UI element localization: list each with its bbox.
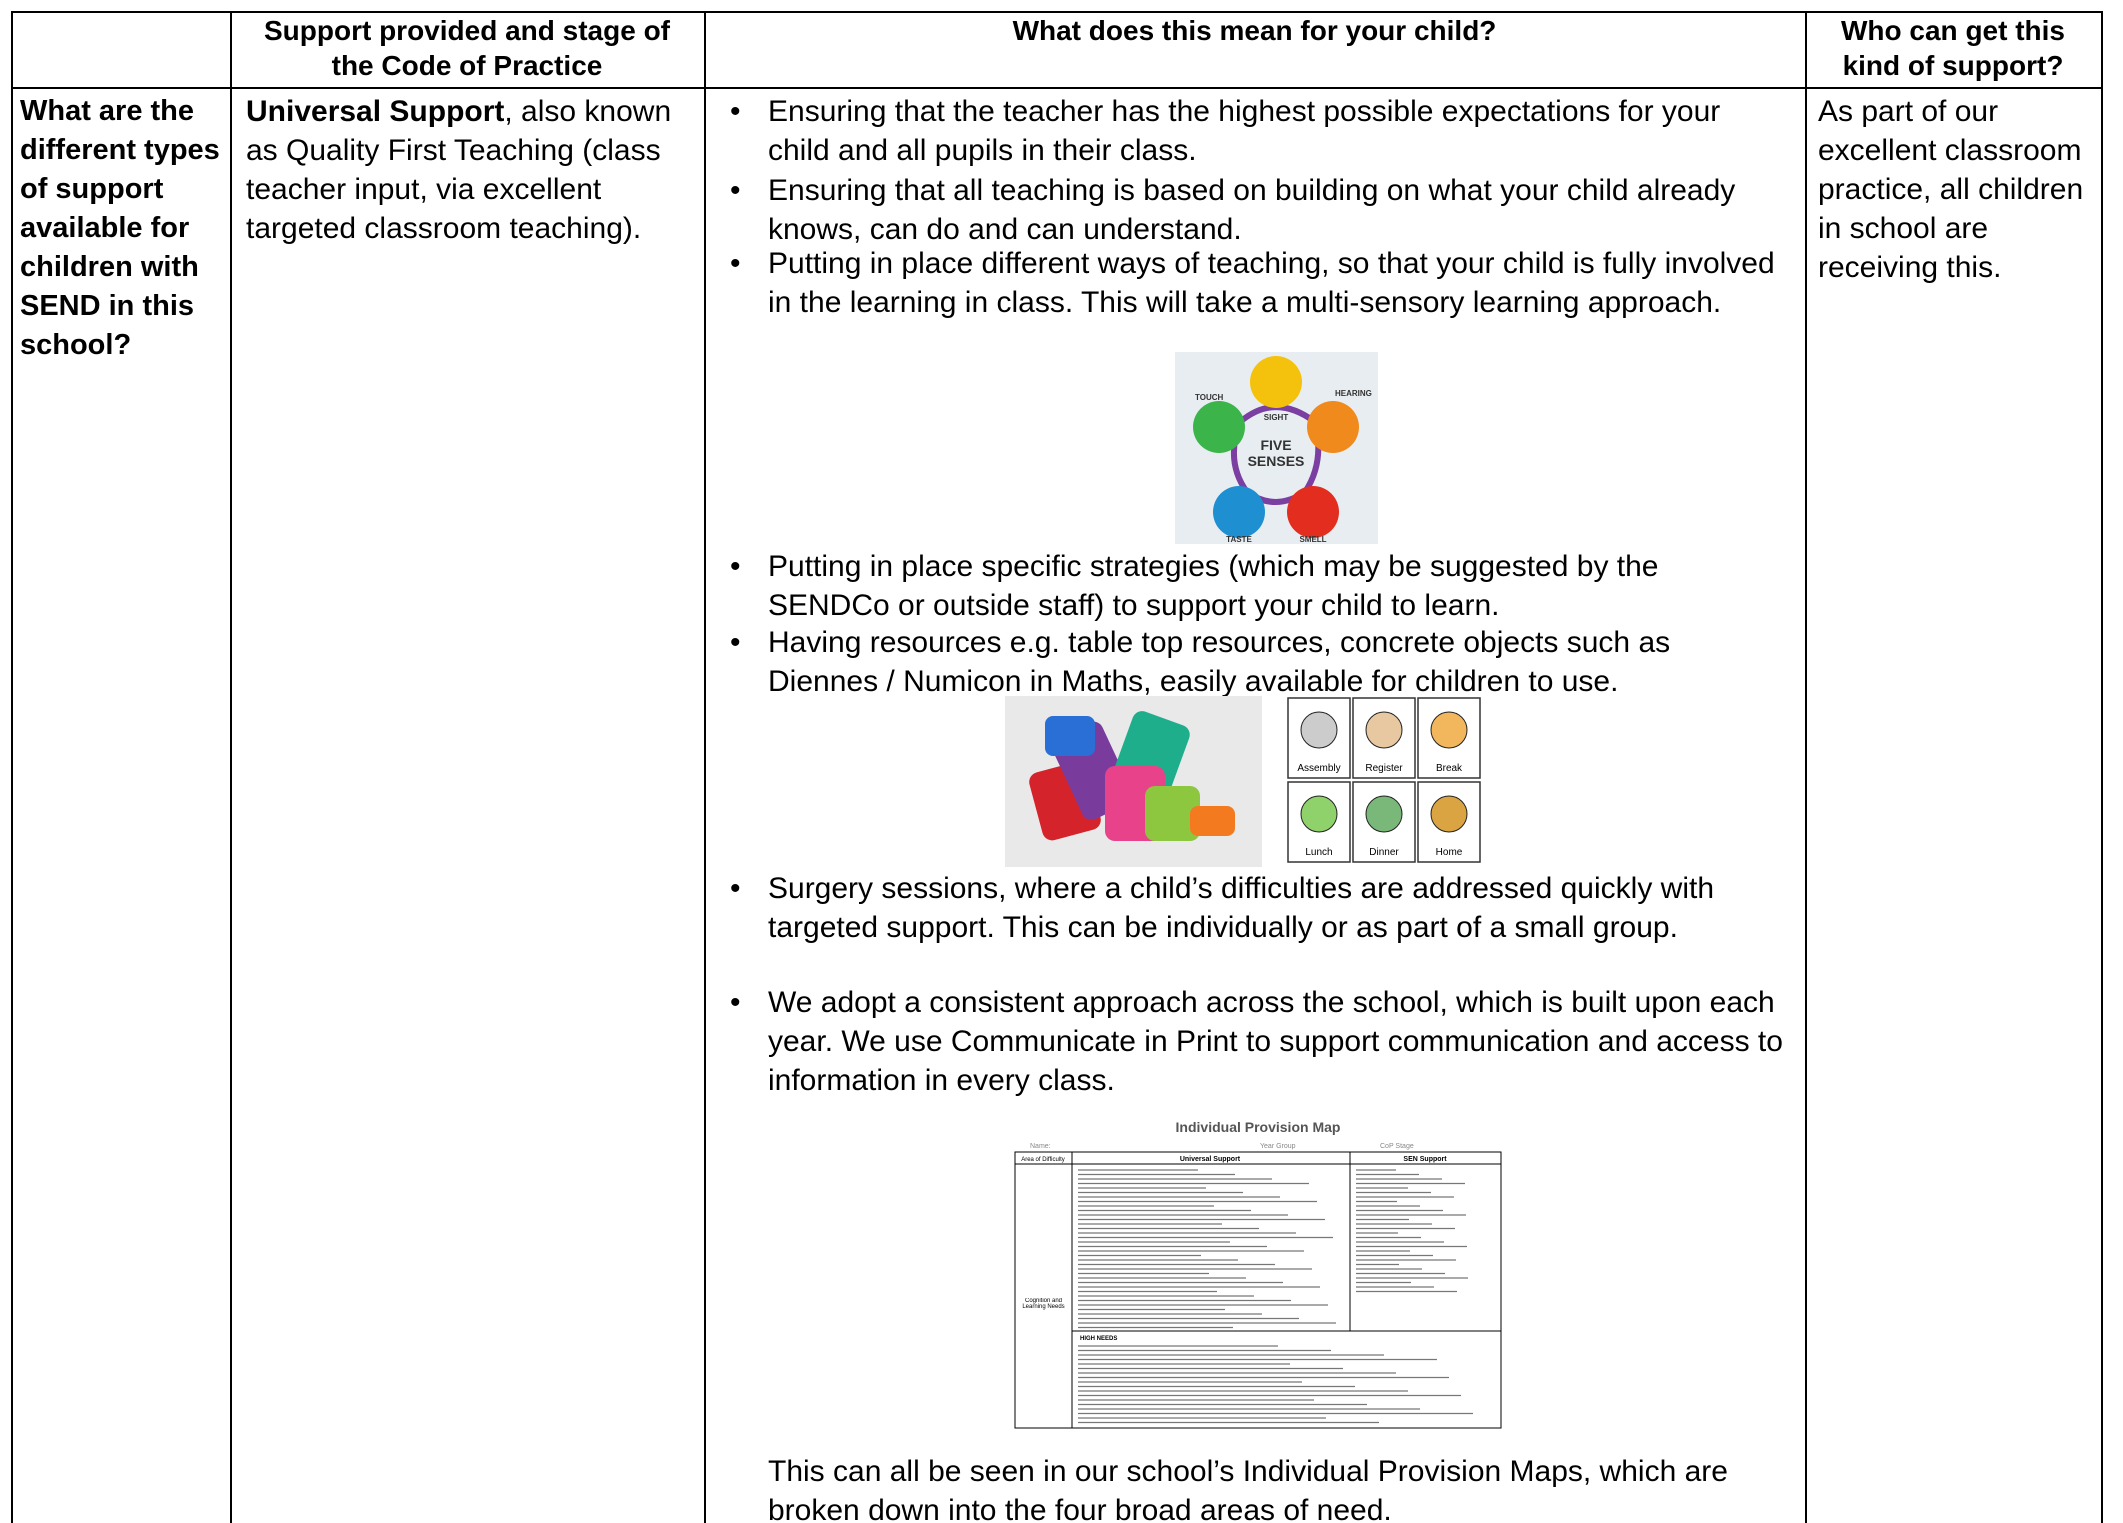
table-border <box>230 11 232 1523</box>
row-heading: What are the different types of support … <box>20 95 220 361</box>
sense-blob <box>1307 401 1359 453</box>
support-text: , also known as Quality First Teaching (… <box>246 95 672 245</box>
image-label: HEARING <box>1335 389 1372 398</box>
symbol-label: Assembly <box>1297 763 1340 774</box>
bullet-text: Ensuring that the teacher has the highes… <box>768 95 1721 167</box>
sense-blob <box>1287 486 1339 538</box>
table-border <box>11 87 2102 89</box>
map-border <box>1014 1151 1502 1429</box>
bullet: Putting in place specific strategies (wh… <box>730 547 1788 625</box>
image-label: TOUCH <box>1195 393 1224 402</box>
who-cell: As part of our excellent classroom pract… <box>1818 95 2084 284</box>
symbol-icon <box>1300 711 1338 749</box>
support-title: Universal Support <box>246 95 505 128</box>
bullet-text: Putting in place different ways of teach… <box>768 247 1775 319</box>
image-label-box: Cognition and Learning Needs <box>1022 1298 1065 1310</box>
symbol-icon <box>1430 711 1468 749</box>
image-label: Area of Difficulty <box>1021 1157 1065 1163</box>
symbol-label: Lunch <box>1305 847 1332 858</box>
image-label: Name: <box>1030 1143 1051 1150</box>
bullet: Ensuring that all teaching is based on b… <box>730 171 1788 249</box>
five-senses-image: FIVE SENSES TOUCH SIGHT HEARING TASTE SM… <box>1175 352 1378 544</box>
table-border <box>11 11 13 1523</box>
bullet: We adopt a consistent approach across th… <box>730 983 1788 1100</box>
image-label: HIGH NEEDS <box>1080 1336 1117 1342</box>
table-border <box>11 11 2102 13</box>
image-label: SEN Support <box>1403 1156 1447 1163</box>
closing-text: This can all be seen in our school’s Ind… <box>768 1455 1728 1523</box>
image-label: Year Group <box>1260 1143 1296 1150</box>
sense-blob <box>1250 356 1302 408</box>
bullet: Surgery sessions, where a child’s diffic… <box>730 869 1788 947</box>
bullet-text: We adopt a consistent approach across th… <box>768 986 1783 1097</box>
bullet: Having resources e.g. table top resource… <box>730 623 1788 701</box>
provision-map-image: Individual Provision Map Name: Year Grou… <box>1014 1119 1502 1429</box>
bullet: Ensuring that the teacher has the highes… <box>730 92 1788 170</box>
sense-blob <box>1213 486 1265 538</box>
bullet-text: Ensuring that all teaching is based on b… <box>768 174 1736 246</box>
numicon-piece <box>1045 716 1095 756</box>
table-border <box>1805 11 1807 1523</box>
image-label: Cognition and Learning Needs <box>1022 1298 1065 1310</box>
table-border <box>704 11 706 1523</box>
bullet: Putting in place different ways of teach… <box>730 244 1788 322</box>
image-label: FIVE <box>1260 437 1291 453</box>
image-label: Universal Support <box>1180 1156 1241 1163</box>
image-label: SENSES <box>1248 453 1305 469</box>
header-cell: Support provided and stage of the Code o… <box>263 15 670 81</box>
bullet-text: Having resources e.g. table top resource… <box>768 626 1671 698</box>
symbol-icon <box>1365 795 1403 833</box>
symbol-label: Dinner <box>1369 847 1399 858</box>
header-cell: What does this mean for your child? <box>1012 15 1497 46</box>
numicon-piece <box>1190 806 1235 836</box>
sense-blob <box>1193 401 1245 453</box>
image-label: SIGHT <box>1264 413 1289 422</box>
symbol-icon <box>1365 711 1403 749</box>
image-label: CoP Stage <box>1380 1143 1414 1150</box>
bullet-text: Surgery sessions, where a child’s diffic… <box>768 872 1715 944</box>
header-cell: Who can get this kind of support? <box>1841 15 2065 81</box>
bullet-text: Putting in place specific strategies (wh… <box>768 550 1659 622</box>
symbol-label: Register <box>1365 763 1403 774</box>
numicon-piece <box>1145 786 1200 841</box>
support-cell: Universal Support, also known as Quality… <box>246 92 696 248</box>
numicon-image <box>1005 696 1262 867</box>
image-label: Individual Provision Map <box>1176 1119 1341 1135</box>
symbols-image: Assembly Register Break Lunch Dinner Home <box>1287 697 1481 863</box>
symbol-label: Home <box>1436 847 1463 858</box>
symbol-icon <box>1430 795 1468 833</box>
symbol-icon <box>1300 795 1338 833</box>
table-border <box>2101 11 2103 1523</box>
image-label: SMELL <box>1299 535 1326 544</box>
image-label: TASTE <box>1226 535 1252 544</box>
symbol-label: Break <box>1436 763 1463 774</box>
